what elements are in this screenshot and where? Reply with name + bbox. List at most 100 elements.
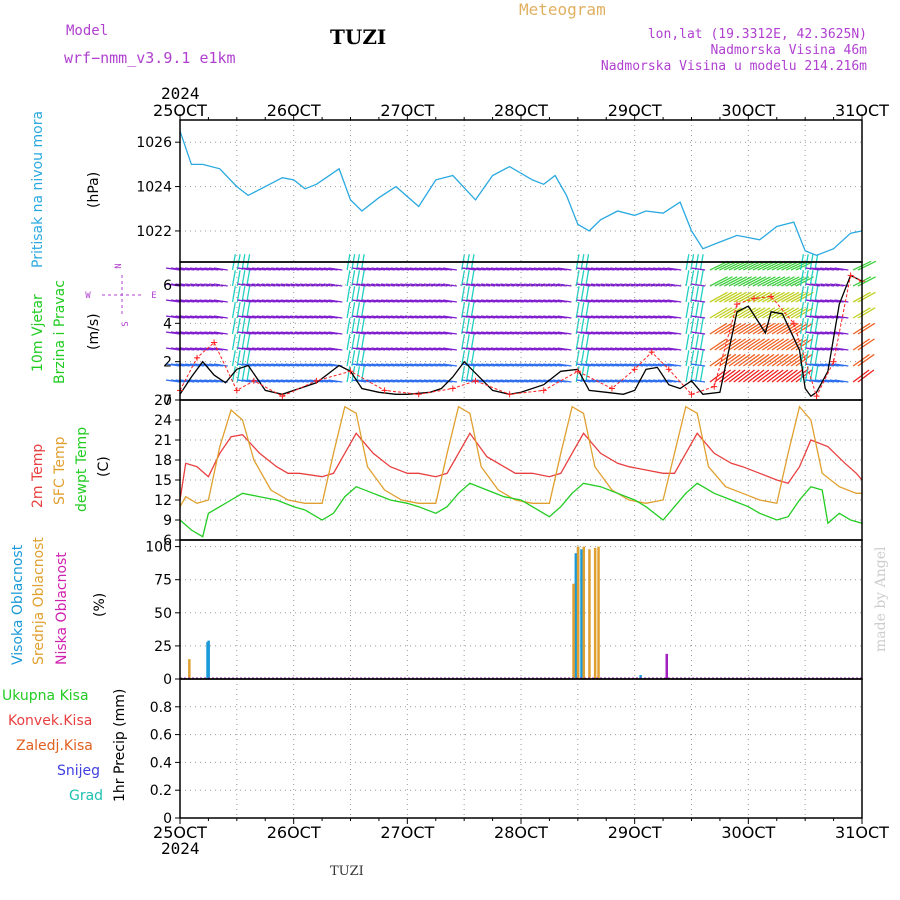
- wind-arrow: [194, 283, 209, 287]
- wind-arrow: [600, 379, 615, 383]
- wind-arrow: [728, 353, 746, 367]
- wind-arrow: [185, 267, 200, 271]
- wind-arrow: [500, 347, 515, 351]
- cloud-bar: [572, 583, 575, 679]
- credit-text: made by Angel: [873, 546, 889, 652]
- wind-arrow: [285, 331, 300, 335]
- wind-arrow: [280, 283, 295, 287]
- wind-arrow: [314, 331, 329, 335]
- wind-arrow: [709, 369, 727, 383]
- panel-pressure: 1022 1024 1026: [136, 119, 863, 263]
- wind-arrow: [204, 315, 219, 319]
- wind-arrow: [481, 331, 496, 335]
- model-name: wrf−nmm_v3.9.1 e1km: [64, 49, 236, 67]
- wind-arrow: [495, 267, 510, 271]
- wind-arrow: [355, 302, 361, 319]
- wind-arrow: [246, 334, 251, 351]
- wind-arrow: [294, 315, 309, 319]
- wind-arrow: [366, 347, 381, 351]
- wind-arrow: [404, 283, 419, 287]
- wind-arrow: [366, 363, 381, 367]
- wind-arrow: [714, 353, 732, 367]
- wind-arrow: [328, 379, 343, 383]
- wind-arrow: [204, 267, 219, 271]
- wind-arrow: [652, 331, 668, 335]
- wind-arrow: [256, 267, 271, 271]
- wind-arrow: [465, 366, 470, 383]
- wind-arrow: [557, 267, 572, 271]
- wind-arrow: [485, 331, 500, 335]
- wind-arrow: [461, 318, 466, 335]
- wind-arrow: [624, 315, 639, 319]
- wind-arrow: [728, 338, 746, 351]
- y-tick-label: 0.4: [150, 755, 172, 771]
- wind-arrow: [815, 299, 830, 303]
- wind-arrow: [237, 315, 252, 319]
- wind-arrow: [781, 291, 800, 303]
- wind-arrow: [285, 347, 300, 351]
- wind-arrow: [781, 276, 800, 287]
- wind-arrow-field: [166, 254, 877, 383]
- wind-arrow: [662, 299, 677, 303]
- wind-arrow: [246, 270, 251, 287]
- wind-arrow: [805, 267, 820, 271]
- wind-arrow: [404, 315, 419, 319]
- wind-arrow: [519, 267, 534, 271]
- wind-arrow: [399, 283, 415, 287]
- wind-arrow: [275, 363, 290, 367]
- wind-arrow: [586, 267, 601, 271]
- wind-arrow: [723, 338, 742, 351]
- wind-arrow: [771, 338, 789, 351]
- wind-arrow: [366, 299, 381, 303]
- wind-arrow: [829, 299, 844, 303]
- wind-arrow: [471, 299, 486, 303]
- wind-arrow: [314, 283, 329, 287]
- wind-arrow: [409, 347, 424, 351]
- wind-arrow: [285, 299, 300, 303]
- wind-arrow: [824, 299, 839, 303]
- wind-arrow: [271, 363, 286, 367]
- wind-arrow: [442, 299, 457, 303]
- wind-arrow: [809, 366, 814, 383]
- wind-arrow: [766, 322, 785, 335]
- wind-arrow: [762, 338, 780, 351]
- wind-arrow: [236, 350, 241, 367]
- wind-arrow: [428, 267, 443, 271]
- wind-arrow: [280, 363, 295, 367]
- wind-arrow: [504, 347, 520, 351]
- wind-arrow: [580, 270, 585, 287]
- wind-arrow: [180, 267, 195, 271]
- wind-arrow: [376, 315, 391, 319]
- wind-arrow: [371, 331, 386, 335]
- wind-arrow: [180, 363, 195, 367]
- wind-arrow: [204, 283, 219, 287]
- wind-arrow: [543, 379, 558, 383]
- wind-arrow: [810, 299, 825, 303]
- wind-arrow: [166, 299, 181, 303]
- year-top: 2024: [161, 84, 200, 103]
- y-tick-label: 50: [154, 606, 172, 622]
- wind-arrow: [409, 283, 424, 287]
- wind-arrow: [485, 347, 500, 351]
- y-tick-label: 1026: [136, 135, 172, 151]
- wind-arrow: [371, 379, 386, 383]
- wind-arrow: [266, 267, 281, 271]
- wind-arrow: [385, 379, 400, 383]
- wind-arrow: [318, 379, 333, 383]
- wind-arrow: [738, 291, 757, 303]
- wind-arrow: [733, 338, 751, 351]
- time-axis: 25OCT 25OCT 26OCT 26OCT 27OCT 27OCT 28OCT 28OCT…: [153, 101, 889, 842]
- wind-arrow: [390, 267, 405, 271]
- wind-arrow: [500, 331, 515, 335]
- wind-arrow: [742, 353, 761, 367]
- wind-arrow: [590, 331, 605, 335]
- wind-arrow: [199, 331, 214, 335]
- wind-arrow: [733, 353, 751, 367]
- wind-arrow: [733, 369, 751, 383]
- wind-arrow: [648, 347, 663, 351]
- x-tick-label-top: 28OCT: [494, 101, 548, 120]
- wind-arrow: [204, 331, 219, 335]
- wind-arrow: [733, 291, 752, 303]
- wind-arrow: [390, 347, 405, 351]
- wind-arrow: [580, 350, 585, 367]
